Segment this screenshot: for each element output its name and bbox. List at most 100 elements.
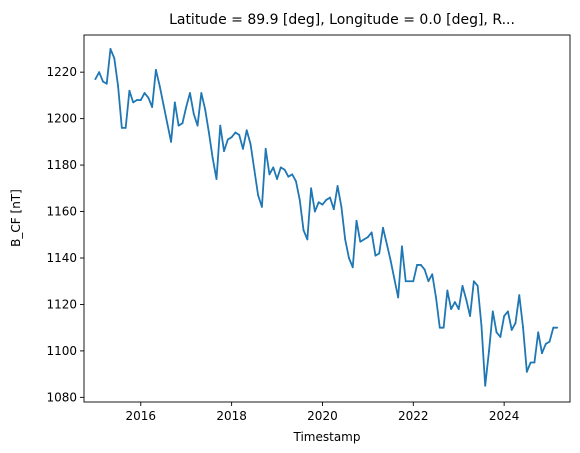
data-point <box>423 268 426 271</box>
y-tick-label: 1180 <box>46 158 77 172</box>
data-point <box>382 226 384 229</box>
data-point <box>200 92 203 94</box>
data-point <box>291 173 294 176</box>
data-point <box>158 85 161 87</box>
data-point <box>105 82 108 85</box>
data-point <box>132 101 135 104</box>
x-tick-label: 2022 <box>398 409 429 423</box>
data-point <box>450 308 453 310</box>
data-point <box>287 175 290 178</box>
data-point <box>196 124 199 127</box>
data-point <box>389 259 392 262</box>
x-tick-label: 2020 <box>307 409 338 423</box>
y-axis-label: B_CF [nT] <box>9 189 23 247</box>
data-point <box>480 324 483 327</box>
data-point <box>109 48 112 50</box>
data-point <box>279 166 282 169</box>
y-tick-label: 1200 <box>46 112 77 126</box>
data-point <box>147 96 150 99</box>
data-point <box>476 284 479 287</box>
data-point <box>404 280 407 283</box>
plot-frame <box>83 34 571 403</box>
data-point <box>529 361 532 364</box>
data-point <box>249 143 252 146</box>
data-point <box>204 108 207 111</box>
data-point <box>525 370 528 373</box>
data-point <box>416 264 418 266</box>
y-tick-label: 1120 <box>46 297 77 311</box>
x-tick-label: 2018 <box>216 409 247 423</box>
y-axis: 1080 1100 1120 1140 1160 1180 1200 1220 <box>46 65 84 404</box>
data-point <box>219 124 222 127</box>
data-point <box>533 361 536 364</box>
data-point <box>408 280 411 283</box>
data-point <box>98 71 101 74</box>
data-point <box>329 196 331 199</box>
data-point <box>374 254 377 257</box>
data-point <box>276 178 278 180</box>
data-point <box>139 99 142 101</box>
data-point <box>359 240 362 243</box>
data-point <box>128 89 131 92</box>
data-point <box>340 205 343 208</box>
data-point <box>344 238 347 241</box>
data-point <box>370 231 373 234</box>
data-point <box>143 92 146 94</box>
data-point <box>454 301 456 304</box>
data-point <box>238 133 241 136</box>
y-tick-label: 1080 <box>46 390 77 404</box>
data-point <box>461 284 464 287</box>
data-point <box>385 243 388 245</box>
data-point <box>181 122 184 125</box>
data-point <box>544 343 547 345</box>
data-point <box>268 173 271 176</box>
data-point <box>120 127 123 129</box>
data-point <box>124 127 127 129</box>
data-point <box>427 280 430 283</box>
data-point <box>245 129 248 132</box>
y-tick-label: 1100 <box>46 344 77 358</box>
data-point <box>401 245 403 248</box>
data-point <box>412 280 415 283</box>
data-point <box>295 180 297 183</box>
chart-title: Latitude = 89.9 [deg], Longitude = 0.0 [… <box>169 12 515 28</box>
data-point <box>310 187 312 190</box>
data-point <box>552 326 555 329</box>
data-point <box>226 138 229 141</box>
data-point <box>94 78 97 81</box>
data-point <box>192 113 195 115</box>
data-point <box>234 131 237 134</box>
data-point <box>499 336 502 338</box>
data-point <box>173 101 176 104</box>
data-point <box>185 106 188 108</box>
data-point <box>541 352 543 355</box>
data-point <box>446 289 449 292</box>
data-point <box>438 326 441 329</box>
data-point <box>298 199 301 201</box>
y-tick-label: 1160 <box>46 205 77 219</box>
data-point <box>102 80 104 83</box>
data-point <box>332 208 335 211</box>
data-point <box>556 326 559 329</box>
data-point <box>261 205 263 208</box>
data-point <box>469 315 471 317</box>
x-tick-label: 2024 <box>489 409 520 423</box>
data-point <box>442 326 445 329</box>
data-point <box>484 384 487 387</box>
data-point <box>136 99 138 101</box>
data-point <box>336 185 339 187</box>
data-point <box>113 57 116 60</box>
data-point <box>223 150 225 153</box>
data-point <box>208 131 210 134</box>
x-axis: 2016 2018 2020 2022 2024 <box>126 402 520 423</box>
data-point <box>215 178 218 180</box>
data-point <box>230 136 233 139</box>
data-point <box>177 124 180 127</box>
data-point <box>351 266 354 269</box>
data-point <box>170 140 172 143</box>
data-point <box>257 194 259 197</box>
data-point <box>325 199 328 201</box>
data-point <box>166 122 169 125</box>
data-point <box>264 147 267 150</box>
